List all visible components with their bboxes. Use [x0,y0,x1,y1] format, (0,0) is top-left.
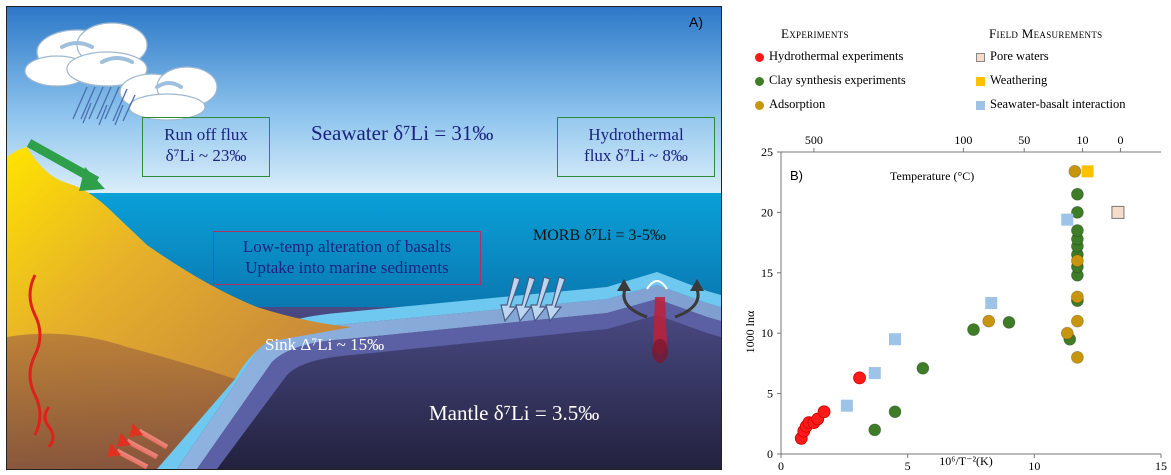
sediment-uptake-text: Uptake into marine sediments [245,258,449,278]
top-tick-label: 10 [1076,133,1088,147]
y-tick-label: 20 [761,205,773,219]
legend-weathering-label: Weathering [990,73,1048,87]
clay-synthesis-experiments-point [1002,315,1016,329]
morb-label: MORB δ⁷Li = 3-5‰ [533,227,666,244]
adsorption-point [1070,290,1084,304]
runoff-arrow-icon [26,139,105,191]
seawater-basalt-interaction-point [1061,213,1074,226]
runoff-flux-value: δ⁷Li ~ 23‰ [165,146,247,166]
adsorption-point [982,314,996,328]
seawater-basalt-interaction-point [868,367,881,380]
mantle-label: Mantle δ⁷Li = 3.5‰ [429,401,600,425]
clay-synthesis-experiments-point [916,361,930,375]
adsorption-point [1060,326,1074,340]
legend-clay-label: Clay synthesis experiments [769,73,906,87]
x-tick-label: 5 [905,459,911,472]
hydrothermal-experiments-point [817,405,831,419]
legend-experiments-heading: Experiments [781,26,849,41]
weathering-point [1081,165,1094,178]
seawater-basalt-interaction-point [840,399,853,412]
legend-clay-marker [755,77,764,86]
low-temp-alteration-text: Low-temp alteration of basalts [242,237,452,256]
panel-a-label: A) [689,14,703,30]
top-axis-title: Temperature (°C) [890,169,974,183]
clay-synthesis-experiments-point [888,405,902,419]
clay-synthesis-experiments-point [868,423,882,437]
hydrothermal-flux-box: Hydrothermal flux δ⁷Li ~ 8‰ [557,117,715,177]
seawater-basalt-interaction-point [889,333,901,346]
pore-waters-point [1111,205,1125,219]
x-tick-label: 0 [778,459,784,472]
y-tick-label: 15 [761,266,773,280]
top-tick-label: 50 [1018,133,1030,147]
y-tick-label: 25 [761,145,773,159]
hydrothermal-circulation-arrows-icon [622,288,700,319]
legend-adsorption-marker [755,101,764,110]
seawater-label: Seawater δ⁷Li = 31‰ [311,121,494,145]
low-temp-alteration-box: Low-temp alteration of basalts Uptake in… [213,231,481,285]
hydrothermal-experiments-point [853,371,866,385]
top-tick-label: 500 [805,133,823,147]
hydrothermal-flux-value: flux δ⁷Li ~ 8‰ [584,146,688,166]
x-axis-title: 10⁶/T⁻²(K) [939,454,992,468]
slab-outflow-arrows-icon [115,428,169,469]
adsorption-point [1068,164,1082,178]
legend-hydrothermal-label: Hydrothermal experiments [769,49,904,63]
clay-synthesis-experiments-point [967,323,980,336]
x-tick-label: 10 [1028,459,1040,472]
adsorption-point [1070,350,1084,364]
runoff-flux-title: Run off flux [164,125,248,144]
clay-synthesis-experiments-point [1070,224,1084,237]
clay-synthesis-experiments-point [1070,206,1084,219]
panel-a-diagram: A) Run off flux δ⁷Li ~ 23‰ Seawater δ⁷Li… [6,6,722,470]
panel-b-label: B) [790,168,803,183]
adsorption-point [1070,314,1084,328]
y-tick-label: 0 [767,447,773,461]
top-tick-label: 0 [1117,133,1123,147]
top-tick-label: 100 [954,133,972,147]
panel-a-illustration [7,7,721,469]
x-tick-label: 15 [1155,459,1167,472]
runoff-flux-box: Run off flux δ⁷Li ~ 23‰ [142,117,270,177]
legend-seawater-basalt-label: Seawater-basalt interaction [990,97,1126,111]
chart-marks [794,164,1125,445]
clay-synthesis-experiments-point [1070,187,1084,201]
y-tick-label: 10 [761,326,773,340]
y-axis-title: 1000 lnα [743,310,757,353]
adsorption-point [1070,254,1084,268]
heat-lines-icon [28,274,55,448]
legend-pore-waters-label: Pore waters [990,49,1049,63]
legend-pore-waters-marker [976,53,985,62]
sink-label: Sink Δ⁷Li ~ 15‰ [265,335,385,354]
legend-field-heading: Field Measurements [989,26,1103,41]
seawater-basalt-interaction-point [985,297,998,309]
hydrothermal-flux-title: Hydrothermal [588,125,684,144]
y-tick-label: 5 [767,387,773,401]
legend-hydrothermal-marker [755,53,764,62]
legend-adsorption-label: Adsorption [769,97,826,111]
legend-seawater-basalt-marker [976,101,985,110]
legend-weathering-marker [976,77,985,86]
uptake-arrows-icon [500,276,566,323]
